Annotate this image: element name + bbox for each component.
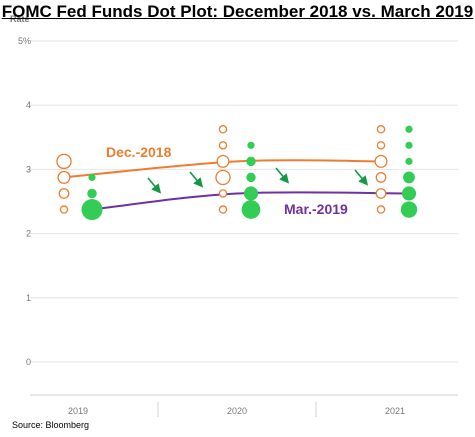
mar-2019-dot bbox=[405, 141, 413, 149]
y-tick-label: 5% bbox=[18, 36, 31, 46]
mar-2019-dot bbox=[246, 172, 256, 183]
series-label-mar-2019: Mar.-2019 bbox=[284, 201, 348, 217]
chart-title: FOMC Fed Funds Dot Plot: December 2018 v… bbox=[1, 2, 474, 21]
dec-2018-dot bbox=[376, 125, 386, 134]
mar-2019-dot bbox=[87, 188, 97, 199]
dec-2018-dot bbox=[218, 205, 228, 214]
dec-2018-dot bbox=[376, 141, 386, 150]
shift-arrow bbox=[147, 177, 162, 194]
y-tick-label: 0 bbox=[26, 357, 31, 367]
dec-2018-dot bbox=[218, 125, 228, 134]
x-tick-label: 2019 bbox=[68, 406, 88, 416]
dec-2018-dot bbox=[216, 154, 230, 168]
mar-2019-dot bbox=[246, 156, 256, 167]
mar-2019-dot bbox=[403, 171, 415, 184]
median-line bbox=[91, 191, 410, 211]
dec-2018-dot bbox=[375, 188, 387, 199]
x-tick-label: 2021 bbox=[385, 406, 405, 416]
mar-2019-dot bbox=[247, 141, 255, 149]
dec-2018-dot bbox=[58, 188, 70, 199]
mar-2019-dot bbox=[241, 200, 261, 219]
dec-2018-dot bbox=[374, 154, 388, 168]
mar-2019-dot bbox=[400, 201, 418, 218]
y-tick-label: 1 bbox=[26, 293, 31, 303]
y-tick-label: 4 bbox=[26, 100, 31, 110]
source-note: Source: Bloomberg bbox=[12, 420, 90, 430]
dec-2018-dot bbox=[59, 205, 69, 214]
series-label-dec-2018: Dec.-2018 bbox=[106, 144, 172, 160]
shift-arrow bbox=[275, 167, 290, 184]
mar-2019-dot bbox=[88, 173, 96, 182]
y-axis-label: Rate bbox=[10, 14, 30, 24]
dec-2018-dot bbox=[57, 170, 71, 184]
dec-2018-dot bbox=[218, 141, 228, 150]
mar-2019-dot bbox=[81, 199, 103, 221]
dec-2018-dot bbox=[218, 189, 228, 198]
y-tick-label: 3 bbox=[26, 164, 31, 174]
dec-2018-dot bbox=[56, 153, 72, 170]
mar-2019-dot bbox=[405, 157, 413, 165]
mar-2019-dot bbox=[405, 125, 413, 133]
dec-2018-dot bbox=[375, 172, 387, 183]
shift-arrow bbox=[189, 171, 204, 188]
dec-2018-dot bbox=[376, 205, 386, 214]
median-line bbox=[63, 159, 382, 179]
x-tick-label: 2020 bbox=[227, 406, 247, 416]
dec-2018-dot bbox=[215, 169, 231, 186]
y-tick-label: 2 bbox=[26, 229, 31, 239]
shift-arrow bbox=[354, 169, 369, 186]
mar-2019-dot bbox=[243, 186, 259, 201]
mar-2019-dot bbox=[401, 186, 417, 201]
